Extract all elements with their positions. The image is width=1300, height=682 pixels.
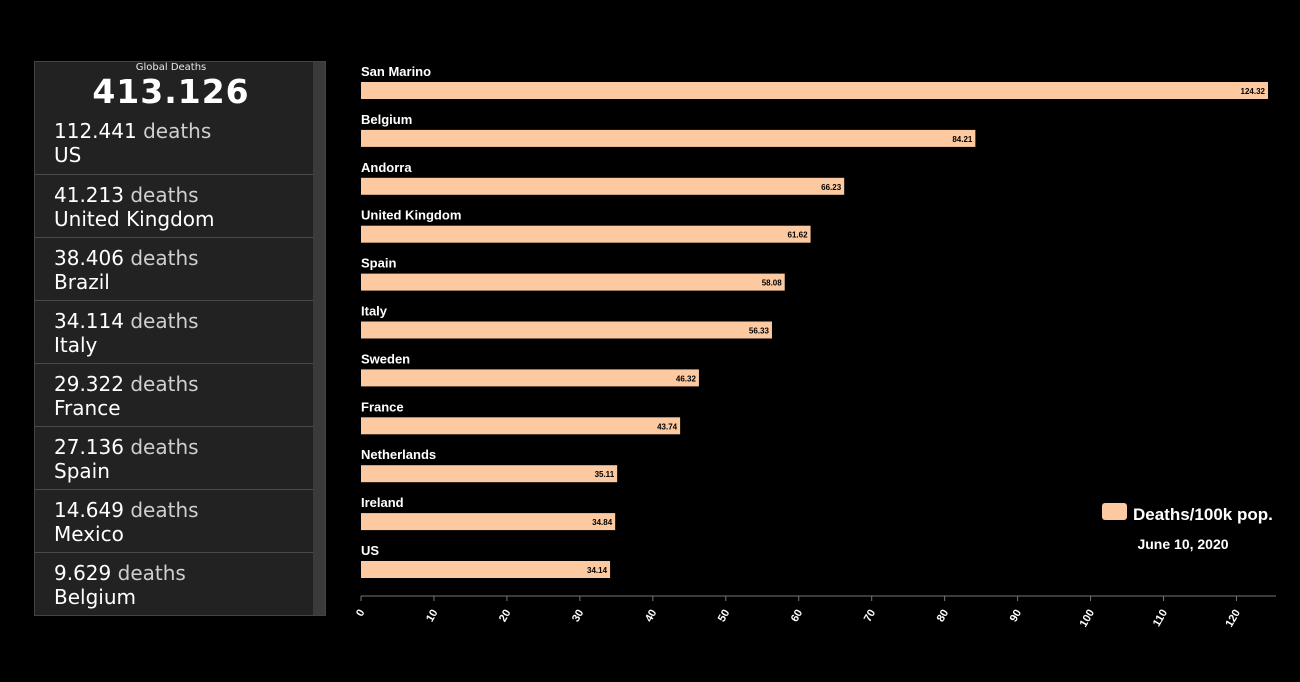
country-name: Brazil <box>54 270 110 294</box>
x-tick-label: 90 <box>1008 608 1025 625</box>
x-tick-label: 60 <box>789 608 806 625</box>
deaths-word: deaths <box>130 309 199 333</box>
deaths-word: deaths <box>130 246 199 270</box>
deaths-word: deaths <box>130 372 199 396</box>
category-label: Sweden <box>361 351 410 366</box>
category-label: Netherlands <box>361 447 436 462</box>
deaths-panel: Global Deaths 413.126 112.441 deaths US 41… <box>34 61 326 616</box>
deaths-word: deaths <box>143 119 212 143</box>
bar-value-label: 35.11 <box>595 470 615 479</box>
bar <box>361 513 616 531</box>
country-name: Belgium <box>54 585 136 609</box>
death-count-line: 29.322 deaths <box>54 372 199 396</box>
death-count-line: 9.629 deaths <box>54 561 186 585</box>
country-row: 9.629 deaths Belgium <box>35 553 314 617</box>
country-name: Italy <box>54 333 98 357</box>
bar-value-label: 84.21 <box>952 135 973 144</box>
country-name: Mexico <box>54 522 124 546</box>
category-label: San Marino <box>361 64 431 79</box>
x-tick-label: 30 <box>570 608 587 625</box>
bar <box>361 129 976 147</box>
bar <box>361 177 845 195</box>
country-row: 34.114 deaths Italy <box>35 301 314 364</box>
category-label: Spain <box>361 256 396 271</box>
bar-value-label: 46.32 <box>676 374 697 383</box>
bar-value-label: 61.62 <box>788 231 809 240</box>
death-count: 34.114 <box>54 309 124 333</box>
deaths-word: deaths <box>130 183 199 207</box>
country-row: 14.649 deaths Mexico <box>35 490 314 553</box>
bar-value-label: 43.74 <box>657 422 678 431</box>
death-count: 14.649 <box>54 498 124 522</box>
category-label: Italy <box>361 304 388 319</box>
x-tick-label: 0 <box>354 608 367 619</box>
panel-scrollbar[interactable] <box>313 62 325 615</box>
bar <box>361 82 1268 99</box>
country-row: 38.406 deaths Brazil <box>35 238 314 301</box>
country-row: 27.136 deaths Spain <box>35 427 314 490</box>
x-tick-label: 80 <box>935 608 952 625</box>
country-row: 112.441 deaths US <box>35 111 314 175</box>
category-label: Belgium <box>361 112 412 127</box>
global-deaths-total: 413.126 <box>92 72 250 111</box>
bar-value-label: 124.32 <box>1241 87 1266 96</box>
global-deaths-label: Global Deaths <box>135 62 207 73</box>
death-count-line: 38.406 deaths <box>54 246 199 270</box>
x-tick-label: 120 <box>1224 608 1244 630</box>
bar-value-label: 34.84 <box>592 518 613 527</box>
death-count-line: 27.136 deaths <box>54 435 199 459</box>
category-label: Andorra <box>361 160 412 175</box>
bar-value-label: 66.23 <box>821 183 842 192</box>
bar <box>361 225 811 243</box>
category-label: US <box>361 543 379 558</box>
deaths-word: deaths <box>117 561 186 585</box>
country-name: France <box>54 396 121 420</box>
death-count: 9.629 <box>54 561 112 585</box>
death-count: 29.322 <box>54 372 124 396</box>
legend-swatch <box>1102 503 1127 520</box>
legend-label: Deaths/100k pop. <box>1133 505 1273 524</box>
bar <box>361 561 611 578</box>
x-tick-label: 50 <box>716 608 733 625</box>
country-name: US <box>54 143 82 167</box>
death-count-line: 14.649 deaths <box>54 498 199 522</box>
bar-value-label: 34.14 <box>587 566 608 575</box>
country-name: Spain <box>54 459 110 483</box>
death-count: 41.213 <box>54 183 124 207</box>
bar <box>361 465 618 483</box>
death-count: 27.136 <box>54 435 124 459</box>
x-tick-label: 110 <box>1151 608 1170 629</box>
bar-value-label: 58.08 <box>762 279 783 288</box>
x-tick-label: 100 <box>1078 608 1098 630</box>
bar <box>361 369 699 387</box>
deaths-word: deaths <box>130 435 199 459</box>
x-tick-label: 20 <box>497 608 514 625</box>
country-row: 29.322 deaths France <box>35 364 314 427</box>
death-count: 112.441 <box>54 119 137 143</box>
x-tick-label: 10 <box>424 608 441 625</box>
category-label: United Kingdom <box>361 208 461 223</box>
x-tick-label: 70 <box>862 608 879 625</box>
death-count-line: 41.213 deaths <box>54 183 199 207</box>
x-tick-label: 40 <box>643 608 660 625</box>
bar <box>361 273 785 291</box>
bar <box>361 321 772 339</box>
country-row: 41.213 deaths United Kingdom <box>35 175 314 238</box>
date-label: June 10, 2020 <box>1137 536 1228 552</box>
category-label: France <box>361 399 404 414</box>
death-count-line: 34.114 deaths <box>54 309 199 333</box>
death-count-line: 112.441 deaths <box>54 119 211 143</box>
bar-value-label: 56.33 <box>749 327 770 336</box>
bar <box>361 417 681 435</box>
death-count: 38.406 <box>54 246 124 270</box>
deaths-word: deaths <box>130 498 199 522</box>
category-label: Ireland <box>361 495 404 510</box>
country-name: United Kingdom <box>54 207 215 231</box>
